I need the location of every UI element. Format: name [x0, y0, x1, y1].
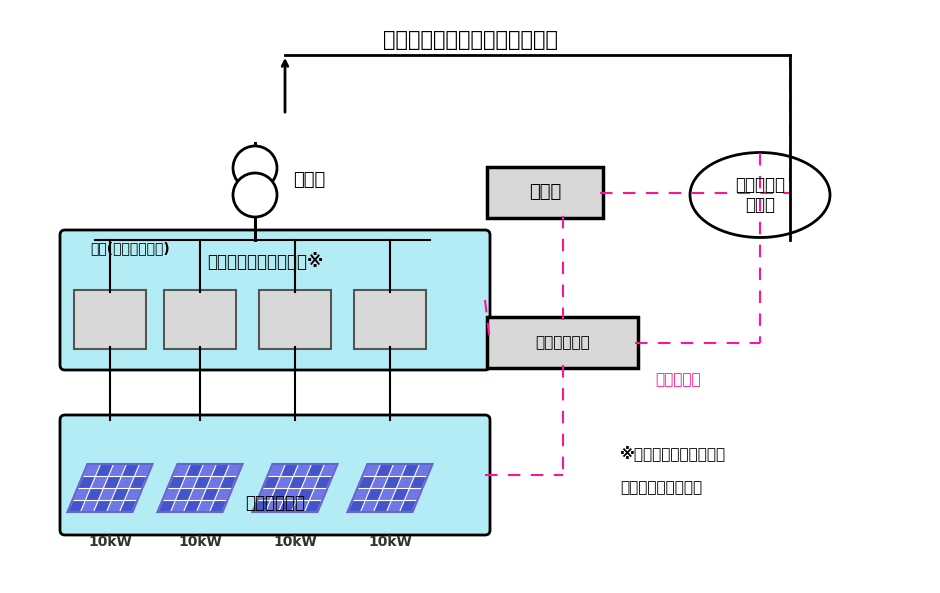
FancyBboxPatch shape: [354, 290, 426, 349]
Polygon shape: [352, 488, 370, 500]
Polygon shape: [284, 488, 302, 500]
Polygon shape: [189, 488, 207, 500]
Ellipse shape: [690, 152, 830, 238]
FancyBboxPatch shape: [487, 317, 638, 368]
Polygon shape: [253, 464, 337, 512]
Polygon shape: [81, 500, 99, 512]
Text: 電力系統（島の配電線へ接続）: 電力系統（島の配電線へ接続）: [383, 30, 557, 50]
Polygon shape: [196, 500, 214, 512]
Polygon shape: [309, 488, 327, 500]
Polygon shape: [379, 488, 397, 500]
Polygon shape: [170, 500, 189, 512]
Polygon shape: [99, 488, 117, 500]
Polygon shape: [361, 500, 379, 512]
Polygon shape: [268, 464, 286, 476]
Polygon shape: [370, 476, 388, 488]
Polygon shape: [207, 476, 225, 488]
Polygon shape: [83, 464, 101, 476]
FancyBboxPatch shape: [60, 230, 490, 370]
Polygon shape: [198, 464, 216, 476]
FancyBboxPatch shape: [74, 290, 146, 349]
Polygon shape: [265, 500, 284, 512]
Circle shape: [233, 146, 277, 190]
Polygon shape: [293, 464, 311, 476]
Polygon shape: [90, 476, 108, 488]
FancyBboxPatch shape: [487, 167, 603, 218]
Polygon shape: [214, 488, 232, 500]
Polygon shape: [404, 488, 422, 500]
Polygon shape: [108, 464, 127, 476]
Polygon shape: [291, 500, 309, 512]
Text: 製氷機: 製氷機: [529, 183, 561, 202]
FancyBboxPatch shape: [60, 415, 490, 535]
Polygon shape: [348, 464, 432, 512]
Polygon shape: [106, 500, 124, 512]
Polygon shape: [397, 476, 415, 488]
Polygon shape: [363, 464, 381, 476]
FancyBboxPatch shape: [164, 290, 236, 349]
Polygon shape: [388, 464, 406, 476]
Text: 通信制御線: 通信制御線: [655, 372, 700, 387]
Polygon shape: [320, 464, 337, 476]
Text: ディーゼル
発電機: ディーゼル 発電機: [735, 176, 785, 215]
FancyBboxPatch shape: [259, 290, 331, 349]
Polygon shape: [275, 476, 293, 488]
Polygon shape: [173, 464, 191, 476]
Polygon shape: [180, 476, 198, 488]
Polygon shape: [134, 464, 152, 476]
Polygon shape: [225, 464, 243, 476]
Text: ※直流で発電した電気を

交流に変換する装置: ※直流で発電した電気を 交流に変換する装置: [620, 445, 726, 496]
Polygon shape: [163, 488, 180, 500]
Circle shape: [233, 173, 277, 217]
Polygon shape: [158, 464, 243, 512]
Text: 太陽光パネル: 太陽光パネル: [245, 494, 305, 512]
Text: パワーコンディショナ※: パワーコンディショナ※: [207, 253, 323, 271]
Text: 10kW: 10kW: [274, 535, 317, 549]
Polygon shape: [68, 464, 152, 512]
Text: 電線(電力ケーブル): 電線(電力ケーブル): [90, 241, 170, 255]
Text: 10kW: 10kW: [178, 535, 222, 549]
Polygon shape: [117, 476, 134, 488]
Text: 10kW: 10kW: [88, 535, 132, 549]
Polygon shape: [302, 476, 320, 488]
Polygon shape: [124, 488, 143, 500]
Polygon shape: [72, 488, 90, 500]
Text: 需給制御装置: 需給制御装置: [535, 335, 590, 350]
Polygon shape: [386, 500, 404, 512]
Text: 10kW: 10kW: [368, 535, 412, 549]
Polygon shape: [258, 488, 275, 500]
Polygon shape: [415, 464, 432, 476]
Text: 変圧器: 変圧器: [293, 171, 325, 189]
